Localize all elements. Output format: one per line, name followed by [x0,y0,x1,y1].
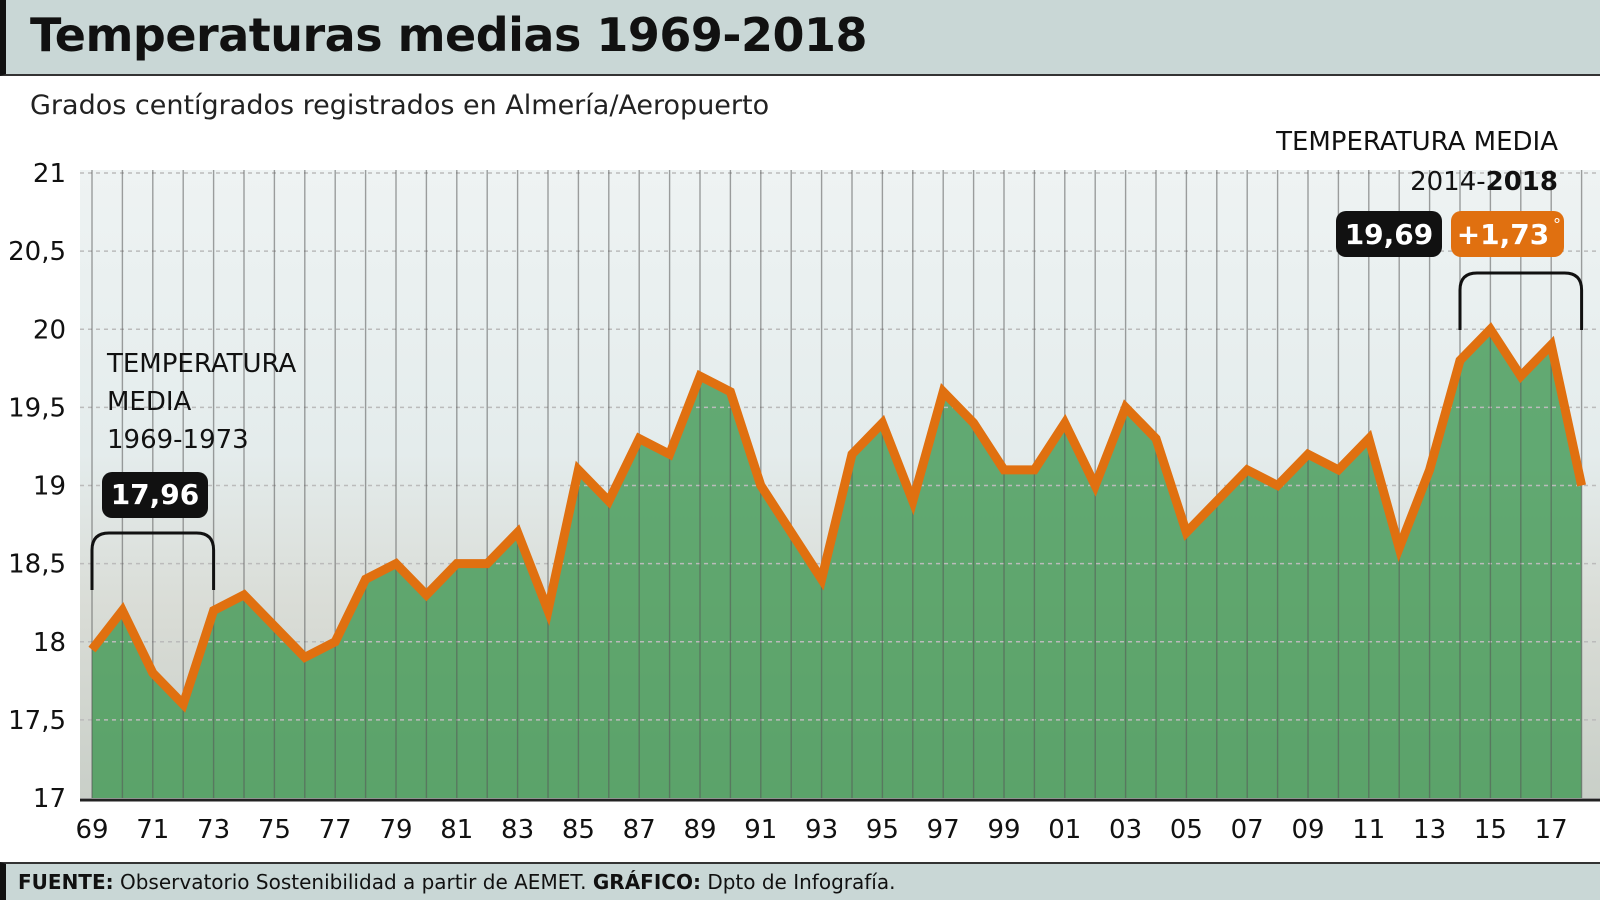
x-tick-label: 11 [1352,815,1385,845]
y-tick-label: 17 [33,784,66,814]
annotation-left-label: TEMPERATURA [106,349,297,379]
y-tick-label: 19,5 [8,393,66,423]
x-tick-label: 79 [379,815,412,845]
x-tick-label: 15 [1474,815,1507,845]
graphic-label: GRÁFICO: [592,870,701,894]
source-label: FUENTE: [18,870,114,894]
x-tick-label: 91 [744,815,777,845]
x-tick-label: 09 [1291,815,1324,845]
annotation-left-bracket [90,531,216,590]
x-tick-label: 13 [1413,815,1446,845]
annotation-right-label: TEMPERATURA MEDIA [1275,127,1558,157]
chart-subtitle: Grados centígrados registrados en Almerí… [30,90,770,121]
source-text: Observatorio Sostenibilidad a partir de … [119,870,587,894]
annotation-right-bracket [1458,271,1584,330]
annotation-left-badge [102,472,208,518]
y-tick-label: 18 [33,628,66,658]
chart-title: Temperaturas medias 1969-2018 [30,8,868,62]
annotation-left-label: 1969-1973 [107,425,249,455]
footer: FUENTE: Observatorio Sostenibilidad a pa… [0,862,1600,900]
x-tick-label: 93 [805,815,838,845]
annotation-right-value: 19,69 [1345,218,1434,251]
y-tick-label: 18,5 [8,550,66,580]
y-tick-label: 21 [33,159,66,189]
x-tick-label: 81 [440,815,473,845]
x-tick-label: 95 [866,815,899,845]
annotation-left-value: 17,96 [111,478,200,511]
annotation-delta-unit: ° [1553,215,1561,234]
x-tick-label: 75 [258,815,291,845]
annotation-right-years: 2014-2018 [1410,167,1558,197]
y-tick-label: 17,5 [8,706,66,736]
x-tick-label: 17 [1535,815,1568,845]
x-tick-label: 71 [136,815,169,845]
y-tick-label: 20 [33,315,66,345]
chart: 17 17,5 18 18,5 19 19,5 20 20,5 21 69 71 73 75 77 79 81… [8,127,1600,845]
x-tick-label: 97 [927,815,960,845]
area-fill [92,329,1582,798]
annotation-delta-badge [1451,211,1564,257]
graphic-text: Dpto de Infografía. [707,870,896,894]
header-band: Temperaturas medias 1969-2018 [0,0,1600,76]
x-tick-label: 07 [1231,815,1264,845]
temperature-line [88,322,1586,713]
x-tick-label: 85 [562,815,595,845]
annotation-right-badge [1336,211,1442,257]
x-tick-label: 73 [197,815,230,845]
annotation-delta-value: +1,73 [1457,218,1550,251]
x-tick-label: 99 [987,815,1020,845]
y-tick-label: 19 [33,472,66,502]
x-tick-label: 01 [1048,815,1081,845]
x-tick-label: 69 [75,815,108,845]
x-tick-label: 89 [683,815,716,845]
x-tick-label: 83 [501,815,534,845]
annotation-left-label: MEDIA [107,387,192,417]
y-tick-label: 20,5 [8,237,66,267]
x-tick-label: 05 [1170,815,1203,845]
x-tick-label: 87 [623,815,656,845]
x-tick-label: 03 [1109,815,1142,845]
x-tick-label: 77 [319,815,352,845]
